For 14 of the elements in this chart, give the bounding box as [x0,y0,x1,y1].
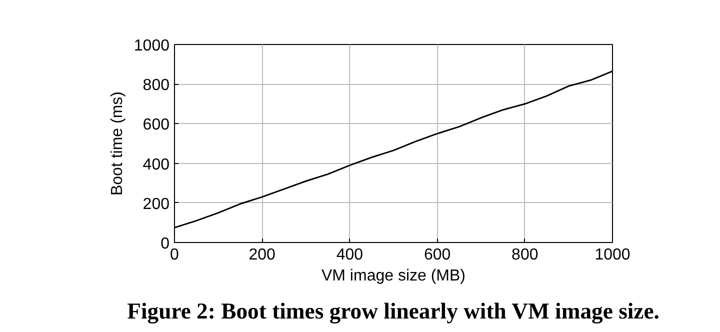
y-tick-label: 1000 [134,38,170,54]
x-axis-title: VM image size (MB) [321,268,466,284]
y-tick-label: 600 [142,116,170,134]
y-tick-label: 800 [142,77,170,94]
y-tick-label: 200 [142,196,170,213]
x-tick-label: 1000 [594,246,630,264]
y-axis-title: Boot time (ms) [108,91,126,196]
x-tick-label: 200 [248,246,276,264]
x-tick-label: 800 [512,246,538,264]
x-tick-label: 400 [336,246,364,264]
caption: Figure 2: Boot times grow linearly with VM image size. [127,298,660,324]
x-tick-label: 600 [424,246,451,264]
y-tick-label: 400 [142,156,170,174]
y-tick-label: 0 [160,236,170,252]
